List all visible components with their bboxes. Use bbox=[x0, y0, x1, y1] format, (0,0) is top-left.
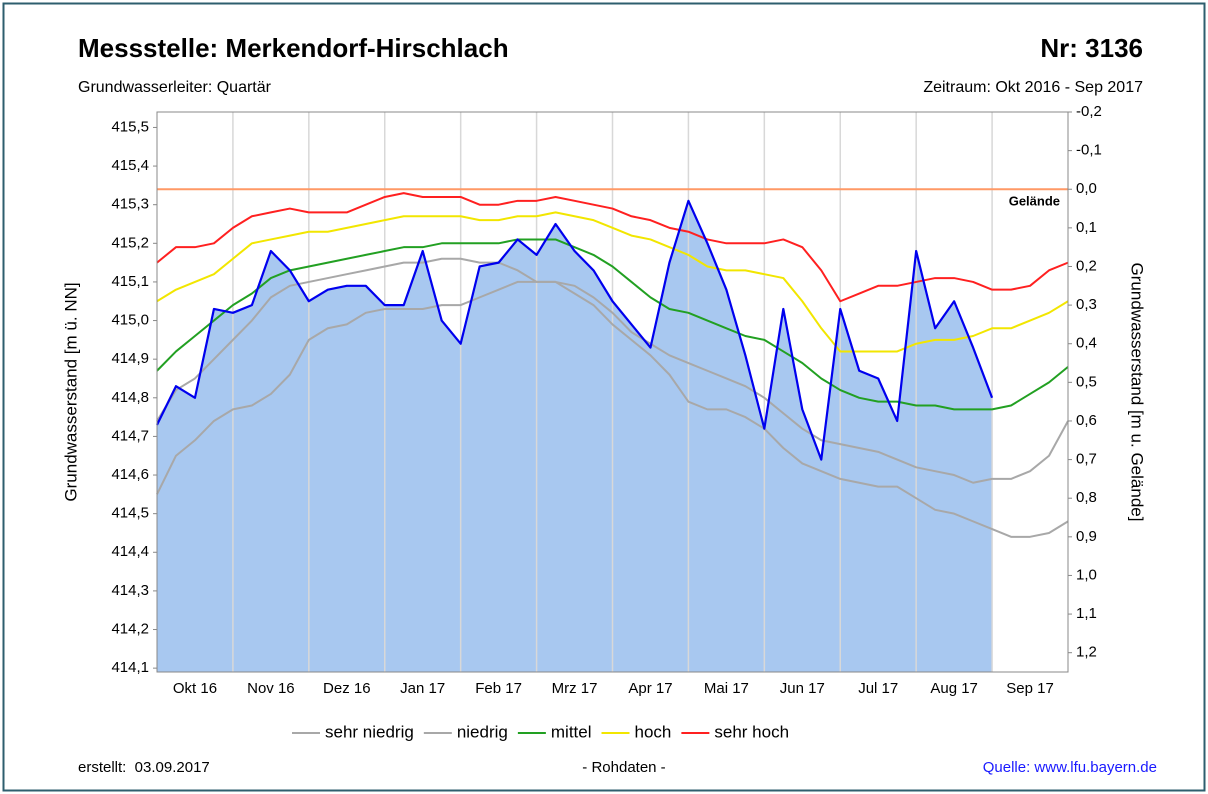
y2-tick-label: 0,0 bbox=[1076, 180, 1097, 197]
subtitle: Grundwasserleiter: Quartär bbox=[78, 79, 272, 96]
y-tick-label: 415,0 bbox=[111, 312, 149, 329]
x-tick-label: Dez 16 bbox=[323, 680, 371, 697]
created-date: erstellt: 03.09.2017 bbox=[78, 759, 210, 776]
y2-tick-label: -0,1 bbox=[1076, 142, 1102, 159]
x-tick-label: Nov 16 bbox=[247, 680, 295, 697]
y-tick-label: 415,5 bbox=[111, 118, 149, 135]
y-tick-label: 415,1 bbox=[111, 273, 149, 290]
y-tick-label: 414,8 bbox=[111, 389, 149, 406]
y-tick-label: 415,2 bbox=[111, 234, 149, 251]
measured-line bbox=[156, 199, 994, 461]
y-tick-label: 414,7 bbox=[111, 427, 149, 444]
y2-tick-label: 0,8 bbox=[1076, 489, 1097, 506]
x-tick-label: Jun 17 bbox=[780, 680, 825, 697]
y-tick-label: 414,9 bbox=[111, 350, 149, 367]
x-tick-label: Apr 17 bbox=[628, 680, 672, 697]
y-tick-label: 414,6 bbox=[111, 466, 149, 483]
series-line bbox=[156, 280, 1069, 538]
y-tick-label: 414,1 bbox=[111, 659, 149, 676]
x-tick-label: Mrz 17 bbox=[552, 680, 598, 697]
series-line bbox=[156, 211, 1069, 353]
y2-tick-label: 1,0 bbox=[1076, 566, 1097, 583]
y-tick-label: 414,3 bbox=[111, 582, 149, 599]
x-tick-label: Okt 16 bbox=[173, 680, 217, 697]
legend-label: mittel bbox=[551, 722, 592, 741]
y-axis-label: Grundwasserstand [m ü. NN] bbox=[61, 282, 80, 501]
x-tick-label: Sep 17 bbox=[1006, 680, 1054, 697]
station-number: Nr: 3136 bbox=[1040, 33, 1143, 63]
period: Zeitraum: Okt 2016 - Sep 2017 bbox=[923, 79, 1143, 96]
plot-border bbox=[156, 111, 1069, 673]
legend-label: hoch bbox=[635, 722, 672, 741]
y2-tick-label: 0,6 bbox=[1076, 412, 1097, 429]
x-tick-label: Mai 17 bbox=[704, 680, 749, 697]
y2-tick-label: 0,9 bbox=[1076, 528, 1097, 545]
y-tick-label: 415,3 bbox=[111, 196, 149, 213]
legend-label: niedrig bbox=[457, 722, 508, 741]
x-tick-label: Feb 17 bbox=[475, 680, 522, 697]
y2-tick-label: -0,2 bbox=[1076, 103, 1102, 120]
x-tick-label: Jan 17 bbox=[400, 680, 445, 697]
y2-axis-label: Grundwasserstand [m u. Gelände] bbox=[1128, 263, 1147, 522]
series-line bbox=[156, 238, 1069, 411]
x-tick-label: Jul 17 bbox=[858, 680, 898, 697]
y2-tick-label: 0,1 bbox=[1076, 219, 1097, 236]
y2-tick-label: 1,2 bbox=[1076, 644, 1097, 661]
chart-title: Messstelle: Merkendorf-Hirschlach bbox=[78, 33, 509, 63]
y-tick-label: 414,2 bbox=[111, 620, 149, 637]
series-line bbox=[156, 192, 1069, 303]
data-note: - Rohdaten - bbox=[582, 759, 665, 776]
y-tick-label: 414,4 bbox=[111, 543, 149, 560]
y2-tick-label: 0,4 bbox=[1076, 335, 1097, 352]
y-tick-label: 414,5 bbox=[111, 505, 149, 522]
x-tick-label: Aug 17 bbox=[930, 680, 978, 697]
y-tick-label: 415,4 bbox=[111, 157, 149, 174]
legend-label: sehr hoch bbox=[714, 722, 789, 741]
y2-tick-label: 0,7 bbox=[1076, 451, 1097, 468]
y2-tick-label: 1,1 bbox=[1076, 605, 1097, 622]
source: Quelle: www.lfu.bayern.de bbox=[983, 759, 1157, 776]
legend-label: sehr niedrig bbox=[325, 722, 414, 741]
series-line bbox=[156, 257, 1069, 484]
y2-tick-label: 0,3 bbox=[1076, 296, 1097, 313]
reference-label: Gelände bbox=[1009, 194, 1060, 209]
y2-tick-label: 0,5 bbox=[1076, 373, 1097, 390]
y2-tick-label: 0,2 bbox=[1076, 257, 1097, 274]
measured-area bbox=[157, 200, 993, 673]
